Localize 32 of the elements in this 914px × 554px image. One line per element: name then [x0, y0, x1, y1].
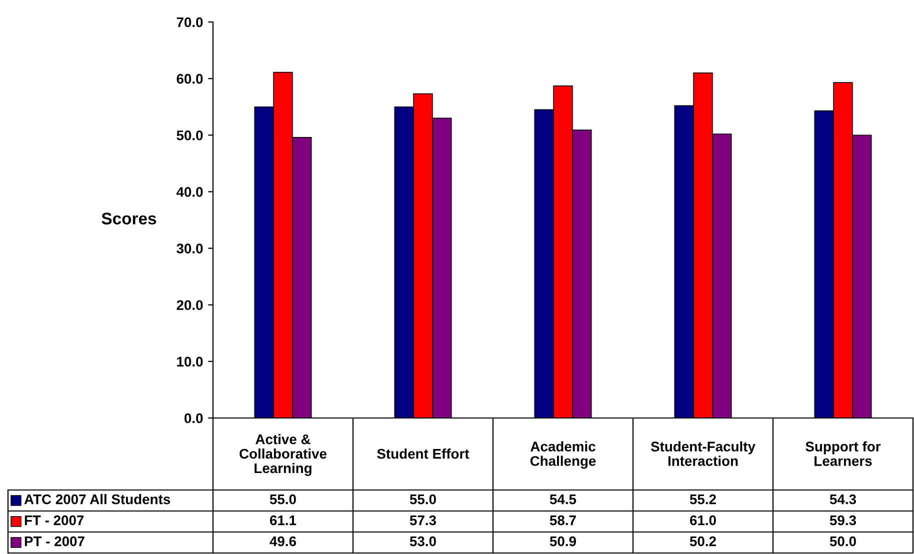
data-label: 55.2: [690, 494, 716, 504]
data-label: 53.0: [410, 536, 436, 546]
y-tick-label: 50.0: [176, 130, 203, 140]
x-tick-label: Student Effort: [377, 448, 470, 459]
y-tick-label: 40.0: [176, 187, 203, 197]
data-label: 55.0: [270, 494, 296, 504]
x-tick-label: Active & Collaborative Learning: [240, 434, 327, 476]
y-tick-label: 60.0: [176, 74, 203, 84]
y-tick-label: 0.0: [184, 413, 203, 424]
data-label: 57.3: [410, 515, 436, 526]
data-label: 61.1: [270, 515, 296, 526]
data-label: 49.6: [270, 536, 296, 546]
x-tick-label: Support for Learners: [806, 441, 881, 466]
data-label: 59.3: [830, 515, 856, 526]
data-label: 50.2: [690, 536, 716, 546]
legend-label: ATC 2007 All Students: [24, 494, 170, 504]
y-tick-label: 20.0: [176, 300, 203, 310]
data-label: 61.0: [690, 515, 716, 526]
data-label: 58.7: [550, 515, 576, 526]
legend-label: FT - 2007: [24, 515, 84, 526]
y-tick-label: 30.0: [176, 244, 203, 254]
data-label: 50.9: [550, 536, 576, 546]
data-label: 54.3: [830, 494, 856, 504]
data-label: 54.5: [550, 494, 576, 504]
data-label: 55.0: [410, 494, 436, 504]
legend-label: PT - 2007: [24, 536, 84, 546]
x-tick-label: Academic Challenge: [530, 441, 596, 469]
y-tick-label: 10.0: [177, 356, 203, 367]
data-label: 50.0: [830, 536, 856, 546]
y-axis-title: Scores: [102, 212, 156, 224]
x-tick-label: Student-Faculty Interaction: [650, 441, 756, 466]
y-tick-label: 70.0: [176, 17, 203, 28]
